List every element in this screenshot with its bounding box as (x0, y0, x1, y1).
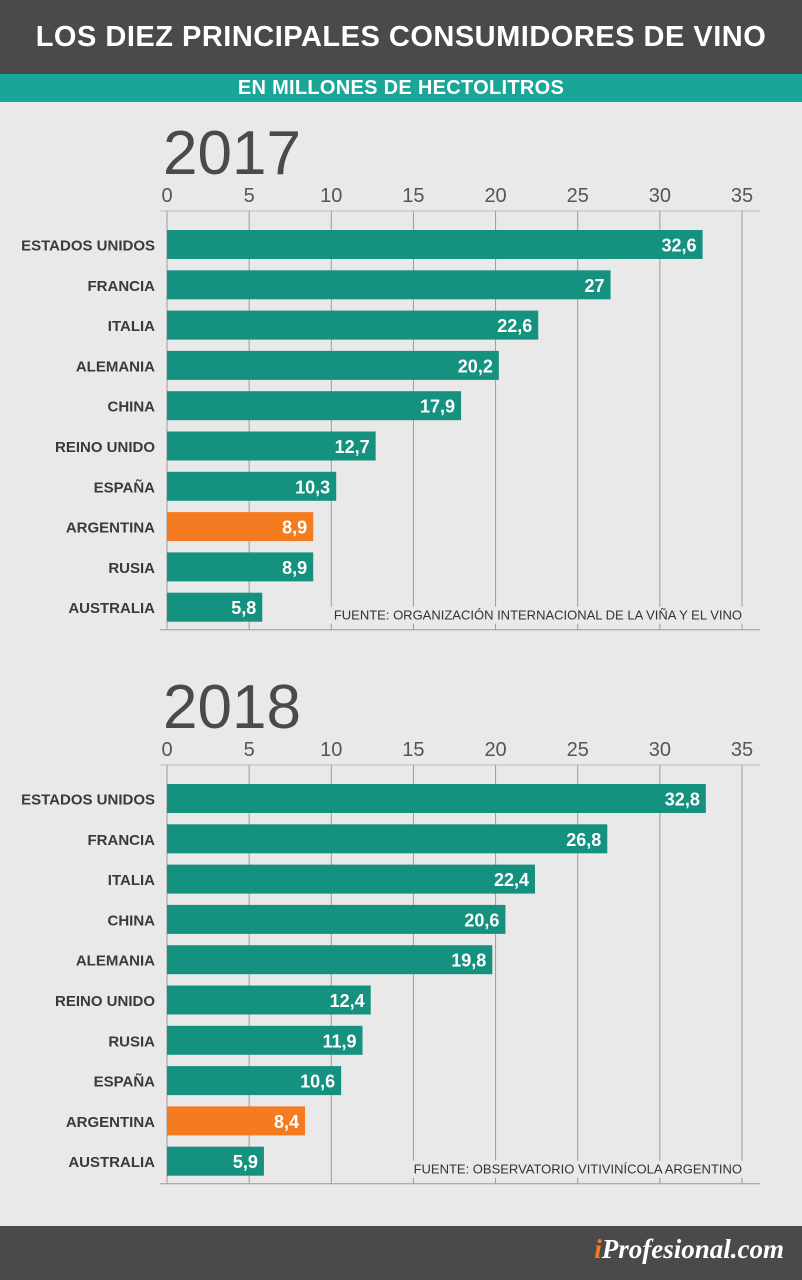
category-label: FRANCIA (88, 832, 156, 849)
category-label: REINO UNIDO (55, 993, 155, 1010)
bar-value-label: 20,2 (458, 356, 493, 376)
x-tick-label: 15 (402, 739, 424, 761)
bar-value-label: 10,3 (295, 477, 330, 497)
bar (167, 1106, 305, 1136)
bar-value-label: 5,8 (231, 598, 256, 618)
brand-logo-text: Profesional.com (601, 1234, 784, 1264)
bar (167, 904, 506, 934)
bar (167, 1025, 363, 1055)
bar (167, 552, 314, 582)
bar-value-label: 22,4 (494, 870, 529, 890)
header-bar: LOS DIEZ PRINCIPALES CONSUMIDORES DE VIN… (0, 0, 802, 74)
category-label: ARGENTINA (66, 1114, 155, 1131)
source-note: FUENTE: OBSERVATORIO VITIVINÍCOLA ARGENT… (414, 1162, 742, 1177)
x-tick-label: 5 (244, 739, 255, 761)
bar-value-label: 8,4 (274, 1112, 299, 1132)
category-label: ALEMANIA (76, 358, 155, 375)
x-tick-label: 30 (649, 185, 671, 207)
bar (167, 471, 337, 501)
x-tick-label: 35 (731, 185, 753, 207)
chart-title: 2018 (163, 673, 301, 742)
x-tick-label: 15 (402, 185, 424, 207)
x-tick-label: 20 (484, 185, 506, 207)
bar-value-label: 12,4 (330, 991, 365, 1011)
bar (167, 431, 376, 461)
bar-value-label: 20,6 (464, 910, 499, 930)
bar-value-label: 5,9 (233, 1152, 258, 1172)
bar (167, 310, 539, 340)
footer-bar: iProfesional.com (0, 1226, 802, 1280)
x-tick-label: 30 (649, 739, 671, 761)
bar (167, 945, 493, 975)
x-tick-label: 10 (320, 739, 342, 761)
source-note: FUENTE: ORGANIZACIÓN INTERNACIONAL DE LA… (334, 608, 742, 623)
brand-logo: iProfesional.com (594, 1234, 784, 1265)
bar-value-label: 27 (585, 276, 605, 296)
x-tick-label: 10 (320, 185, 342, 207)
x-tick-label: 20 (484, 739, 506, 761)
subtitle-bar: EN MILLONES DE HECTOLITROS (0, 74, 802, 102)
bar (167, 864, 535, 894)
bar (167, 824, 608, 854)
bar (167, 391, 462, 421)
bar-value-label: 10,6 (300, 1072, 335, 1092)
bar-value-label: 32,8 (665, 790, 700, 810)
x-tick-label: 5 (244, 185, 255, 207)
category-label: RUSIA (108, 1033, 155, 1050)
category-label: CHINA (108, 399, 156, 416)
bar-value-label: 8,9 (282, 518, 307, 538)
category-label: ARGENTINA (66, 520, 155, 537)
page-title: LOS DIEZ PRINCIPALES CONSUMIDORES DE VIN… (35, 20, 767, 53)
bar-value-label: 22,6 (497, 316, 532, 336)
bar (167, 985, 371, 1015)
x-tick-label: 0 (161, 739, 172, 761)
source-note-backdrop (409, 1160, 746, 1178)
x-tick-label: 0 (161, 185, 172, 207)
bar-value-label: 8,9 (282, 558, 307, 578)
bar (167, 1146, 264, 1176)
category-label: ITALIA (108, 318, 155, 335)
category-label: AUSTRALIA (68, 600, 155, 617)
page-subtitle: EN MILLONES DE HECTOLITROS (237, 76, 565, 99)
category-label: ESTADOS UNIDOS (21, 238, 155, 255)
brand-logo-i: i (594, 1234, 602, 1264)
x-tick-label: 35 (731, 739, 753, 761)
category-label: ALEMANIA (76, 953, 155, 970)
bar (167, 784, 706, 813)
category-label: FRANCIA (88, 278, 156, 295)
category-label: ITALIA (108, 872, 155, 889)
bar (167, 230, 703, 259)
category-label: AUSTRALIA (68, 1154, 155, 1171)
bar-value-label: 19,8 (451, 951, 486, 971)
category-label: CHINA (108, 912, 156, 929)
bar (167, 592, 263, 622)
x-tick-label: 25 (567, 739, 589, 761)
category-label: ESPAÑA (94, 1073, 156, 1091)
x-tick-label: 25 (567, 185, 589, 207)
chart-title: 2017 (163, 119, 301, 188)
bar (167, 512, 314, 542)
bar (167, 350, 499, 380)
category-label: ESPAÑA (94, 478, 156, 496)
bar-value-label: 26,8 (566, 830, 601, 850)
bar-value-label: 12,7 (335, 437, 370, 457)
category-label: ESTADOS UNIDOS (21, 792, 155, 809)
bar (167, 1066, 342, 1096)
bar-value-label: 17,9 (420, 397, 455, 417)
category-label: RUSIA (108, 560, 155, 577)
bar-value-label: 32,6 (662, 236, 697, 256)
source-note-backdrop (329, 606, 746, 624)
bar-value-label: 11,9 (322, 1031, 356, 1051)
category-label: REINO UNIDO (55, 439, 155, 456)
bar (167, 270, 611, 300)
